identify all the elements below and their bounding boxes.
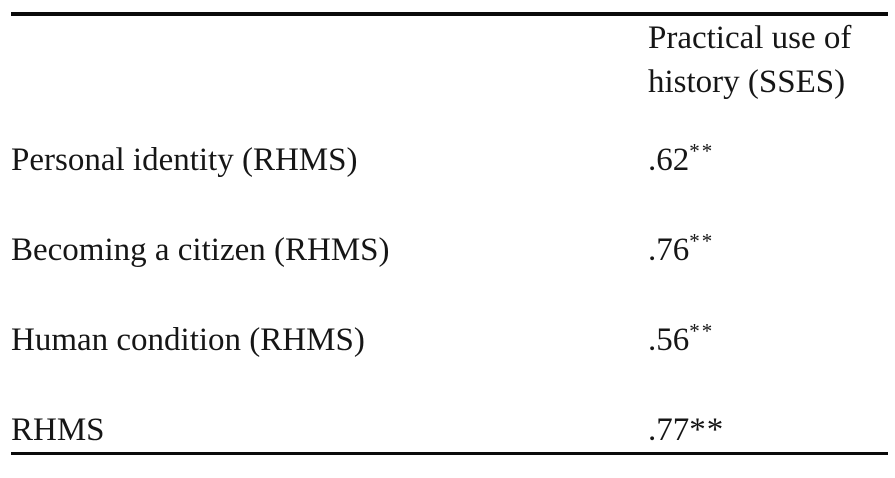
header-empty-cell bbox=[11, 14, 648, 138]
row-label: RHMS bbox=[11, 412, 105, 448]
significance-marker-sup: ** bbox=[689, 139, 715, 163]
significance-marker-sup: ** bbox=[689, 229, 715, 253]
correlation-table: Practical use of history (SSES) Personal… bbox=[11, 12, 888, 455]
row-value-cell: .56** bbox=[648, 318, 888, 408]
row-label: Personal identity (RHMS) bbox=[11, 142, 358, 178]
row-value-cell: .76** bbox=[648, 228, 888, 318]
table-row-personal-identity: Personal identity (RHMS) .62** bbox=[11, 138, 888, 228]
page: Practical use of history (SSES) Personal… bbox=[0, 12, 895, 455]
correlation-value: .62 bbox=[648, 142, 690, 178]
significance-marker-inline: ** bbox=[689, 412, 725, 448]
row-label: Becoming a citizen (RHMS) bbox=[11, 232, 390, 268]
header-practical-use-of-history: Practical use of history (SSES) bbox=[648, 20, 852, 100]
table-row-human-condition: Human condition (RHMS) .56** bbox=[11, 318, 888, 408]
table-row-becoming-a-citizen: Becoming a citizen (RHMS) .76** bbox=[11, 228, 888, 318]
row-label: Human condition (RHMS) bbox=[11, 322, 365, 358]
correlation-value: .56 bbox=[648, 322, 690, 358]
table-row-rhms: RHMS .77** bbox=[11, 408, 888, 454]
correlation-value: .76 bbox=[648, 232, 690, 268]
row-value-cell: .77** bbox=[648, 408, 888, 454]
table-header-row: Practical use of history (SSES) bbox=[11, 14, 888, 138]
significance-marker-sup: ** bbox=[689, 319, 715, 343]
correlation-value: .77 bbox=[648, 412, 690, 448]
row-value-cell: .62** bbox=[648, 138, 888, 228]
